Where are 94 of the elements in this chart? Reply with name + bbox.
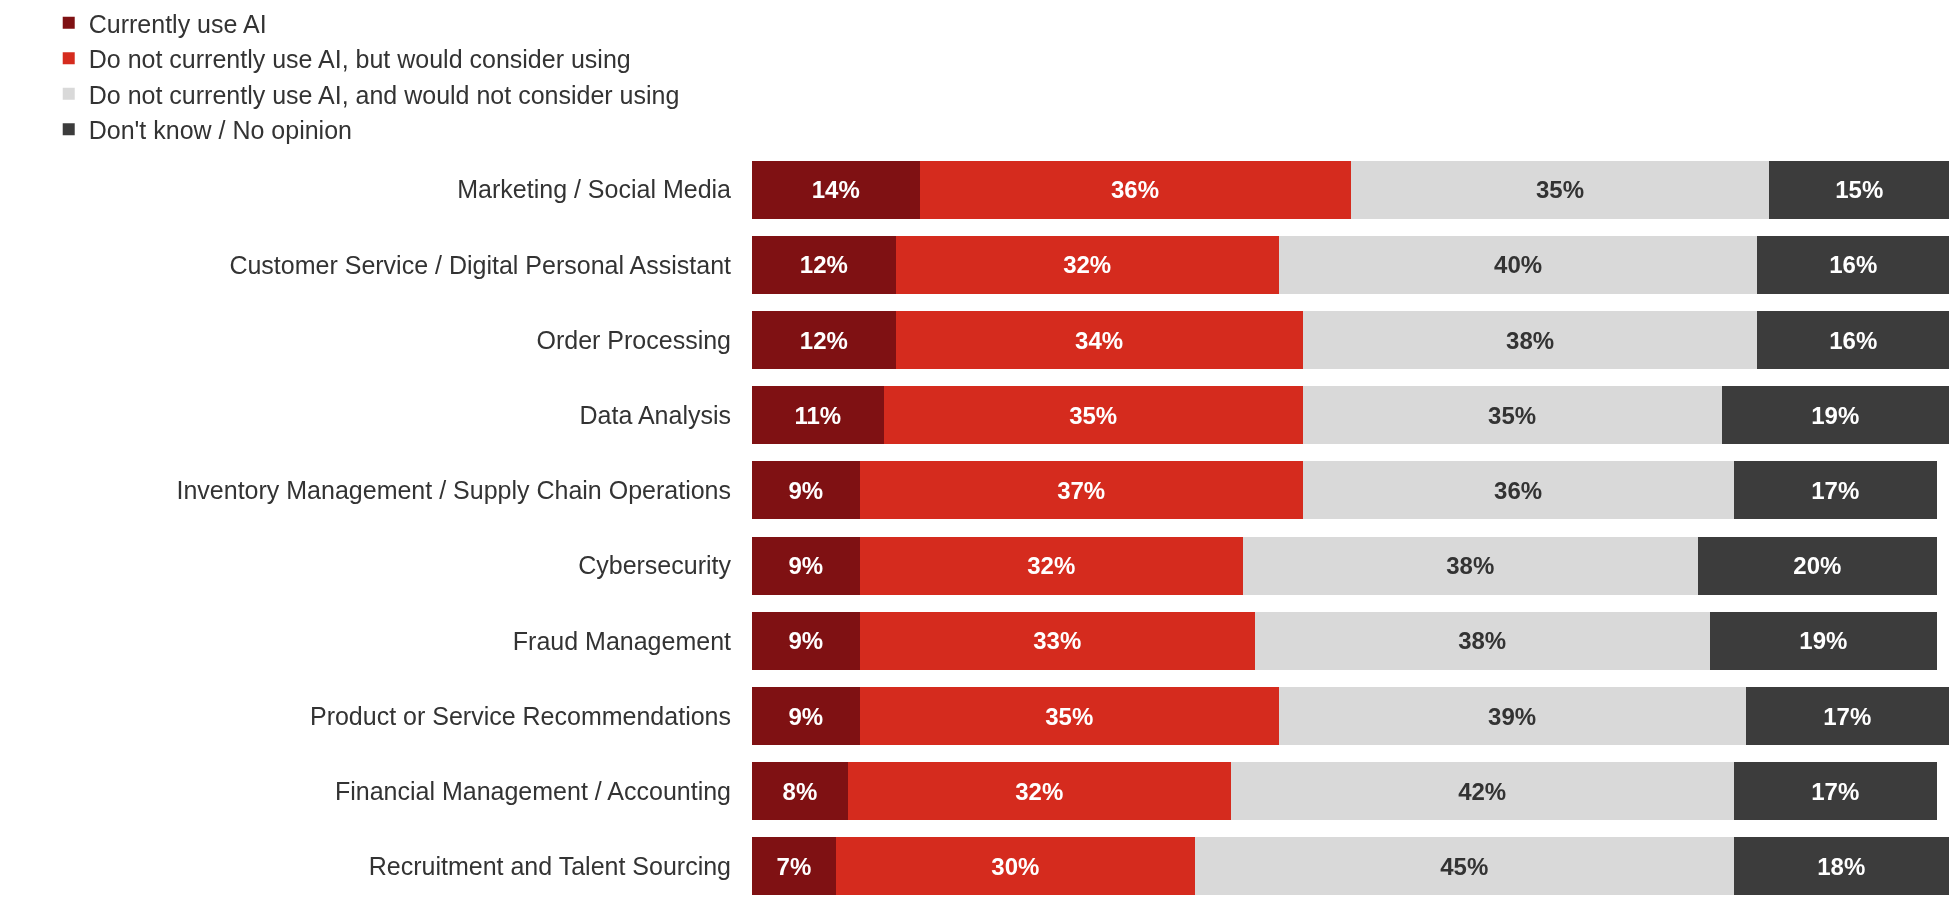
bar [1230,762,1734,821]
y-tick-label: Marketing / Social Media [457,175,732,204]
data-label: 18% [1817,852,1866,880]
bar [1757,235,1949,294]
bar [859,611,1255,670]
data-label: 9% [788,627,824,655]
data-label: 15% [1835,176,1884,204]
bar [1254,611,1710,670]
data-label: 32% [1015,777,1064,805]
y-tick-label: Inventory Management / Supply Chain Operations [176,476,731,505]
y-tick-label: Data Analysis [579,400,731,429]
data-label: 11% [794,401,842,429]
bar [859,536,1243,595]
bar [919,160,1351,219]
data-label: 12% [799,251,848,279]
data-label: 17% [1823,702,1872,730]
bar [752,461,860,520]
bar [1302,386,1722,445]
bar [859,461,1303,520]
bar [1733,837,1949,896]
bar [1302,461,1734,520]
data-label: 38% [1446,552,1495,580]
y-tick-label: Cybersecurity [578,551,732,580]
data-label: 32% [1063,251,1112,279]
data-label: 36% [1494,476,1543,504]
data-label: 9% [788,476,824,504]
legend-label: Do not currently use AI, and would not consider using [88,80,680,109]
bar [1745,687,1949,745]
data-label: 37% [1057,476,1106,504]
bar [847,762,1231,821]
data-label: 7% [776,852,812,880]
data-label: 19% [1811,401,1860,429]
bar [1194,837,1734,896]
bar [895,235,1279,294]
bar [752,762,848,821]
bar [1757,311,1949,369]
data-label: 40% [1494,251,1543,279]
data-label: 34% [1075,326,1124,354]
data-label: 16% [1829,251,1878,279]
data-label: 8% [782,777,818,805]
data-label: 19% [1799,627,1848,655]
data-label: 17% [1811,777,1860,805]
legend-label: Do not currently use AI, but would consider using [88,45,631,73]
bar [752,235,896,294]
bar [1733,461,1938,520]
data-label: 38% [1458,627,1507,655]
data-label: 35% [1045,702,1094,730]
y-tick-label: Financial Management / Accounting [334,776,731,805]
bar [752,536,860,595]
data-label: 12% [799,326,848,354]
data-label: 39% [1488,702,1537,730]
legend-label: Currently use AI [88,9,267,38]
bar [1709,611,1938,670]
data-label: 33% [1033,627,1082,655]
bar [1769,160,1949,219]
data-label: 32% [1027,552,1076,580]
y-tick-label: Order Processing [536,325,731,354]
bar [752,386,884,445]
bar [752,611,860,670]
bar [1697,536,1938,595]
data-label: 14% [811,176,860,204]
bar [1733,762,1938,821]
data-label: 45% [1440,852,1489,880]
bar [1302,311,1758,369]
bar [895,311,1303,369]
bar [752,311,896,369]
data-label: 36% [1111,176,1160,204]
data-label: 35% [1069,401,1118,429]
bar [835,837,1195,896]
bar [1278,235,1758,294]
y-tick-label: Customer Service / Digital Personal Assistant [229,250,732,279]
bar [1721,386,1949,445]
data-label: 35% [1488,401,1537,429]
bar [752,837,836,896]
bar [859,687,1279,745]
data-label: 30% [991,852,1040,880]
bar [752,687,860,745]
data-label: 9% [788,552,824,580]
bar [1350,160,1770,219]
data-label: 9% [788,702,824,730]
data-label: 17% [1811,476,1860,504]
data-label: 20% [1793,552,1842,580]
bar [1242,536,1698,595]
y-tick-label: Recruitment and Talent Sourcing [368,852,731,881]
data-label: 16% [1829,326,1878,354]
data-label: 38% [1506,326,1555,354]
y-tick-label: Product or Service Recommendations [309,701,731,730]
y-tick-label: Fraud Management [512,626,732,655]
data-label: 35% [1535,176,1584,204]
bar [883,386,1303,445]
legend-label: Don't know / No opinion [88,116,352,144]
data-label: 42% [1458,777,1507,805]
bar [752,160,920,219]
bar [1278,687,1746,745]
